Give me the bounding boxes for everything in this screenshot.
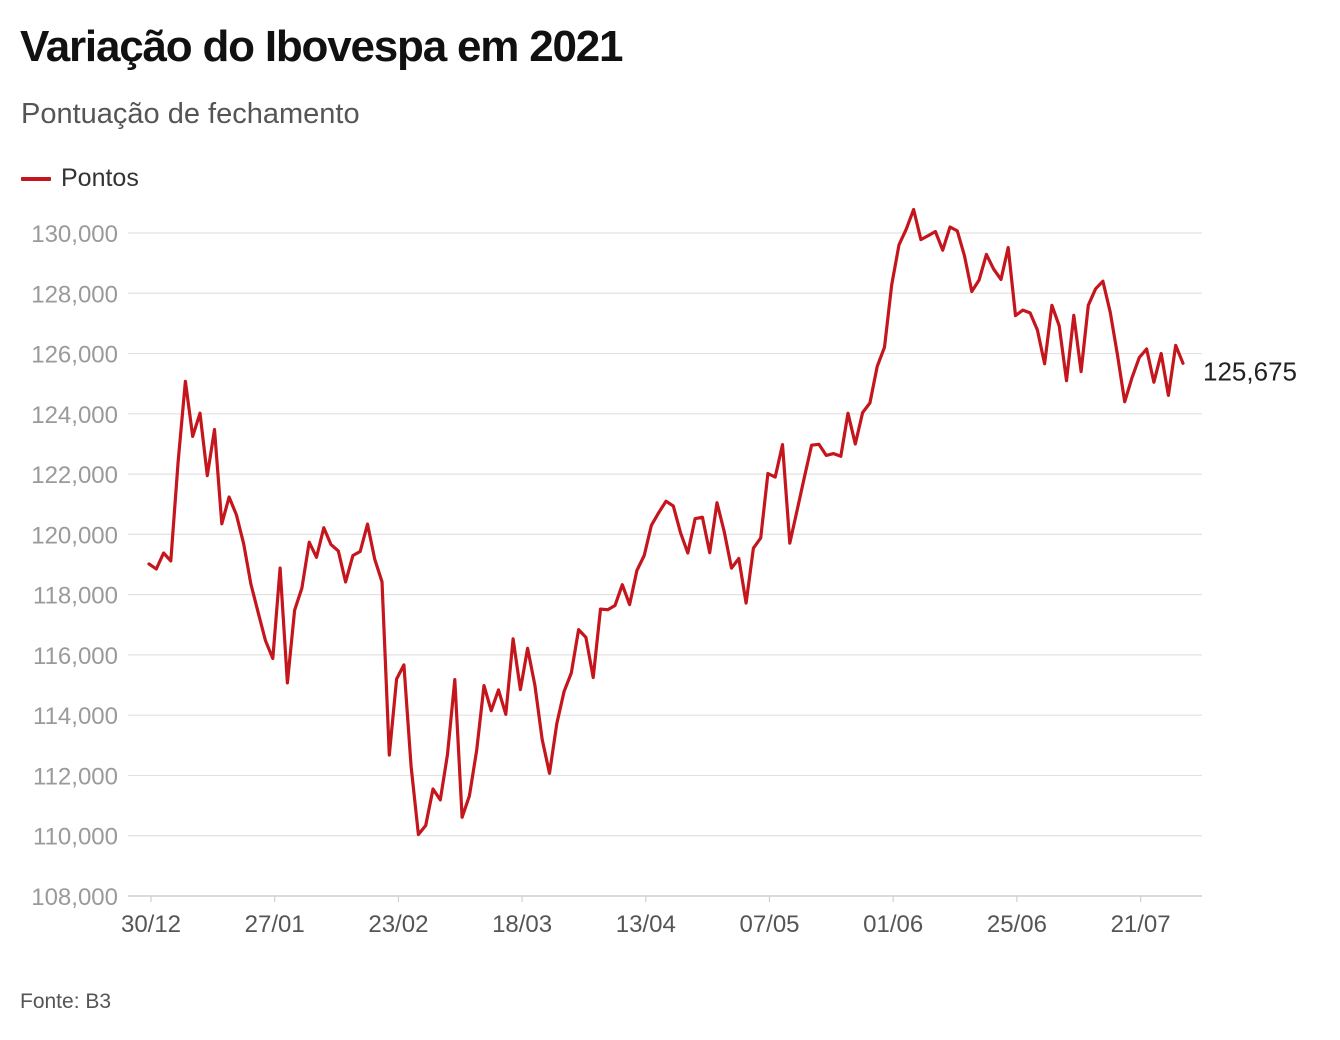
chart-subtitle: Pontuação de fechamento [21,98,360,130]
x-tick-label: 27/01 [245,911,305,938]
y-tick-label: 110,000 [33,824,118,851]
x-tick-label: 25/06 [987,911,1047,938]
chart-title: Variação do Ibovespa em 2021 [20,22,623,71]
y-tick-label: 120,000 [31,522,118,549]
source-note: Fonte: B3 [20,990,112,1013]
y-tick-label: 130,000 [31,221,118,248]
y-tick-label: 112,000 [33,763,118,790]
x-tick-label: 23/02 [368,911,428,938]
y-tick-label: 126,000 [31,342,118,369]
legend: Pontos [21,164,139,193]
end-value-label: 125,675 [1203,356,1297,386]
x-tick-label: 18/03 [492,911,552,938]
x-axis-ticks: 30/12 27/01 23/02 18/03 13/04 07/05 01/06 25/06… [121,896,1171,938]
legend-swatch [21,176,51,181]
x-tick-label: 13/04 [616,911,676,938]
y-tick-label: 124,000 [31,402,118,429]
y-tick-label: 122,000 [31,462,118,489]
x-tick-label: 30/12 [121,911,181,938]
y-tick-label: 108,000 [31,884,118,911]
y-tick-label: 128,000 [31,281,118,308]
y-tick-label: 114,000 [33,703,118,730]
series-layer: 125,675 [147,207,1297,837]
grid-lines [128,232,1202,897]
y-tick-label: 118,000 [33,583,118,610]
x-tick-label: 21/07 [1111,911,1171,938]
series-line-pontos [147,207,1185,837]
y-tick-label: 116,000 [33,643,118,670]
y-axis-ticks: 108,000 110,000 112,000 114,000 116,000 118,0… [31,221,118,911]
x-tick-label: 01/06 [863,911,923,938]
x-tick-label: 07/05 [739,911,799,938]
legend-label: Pontos [61,164,139,192]
